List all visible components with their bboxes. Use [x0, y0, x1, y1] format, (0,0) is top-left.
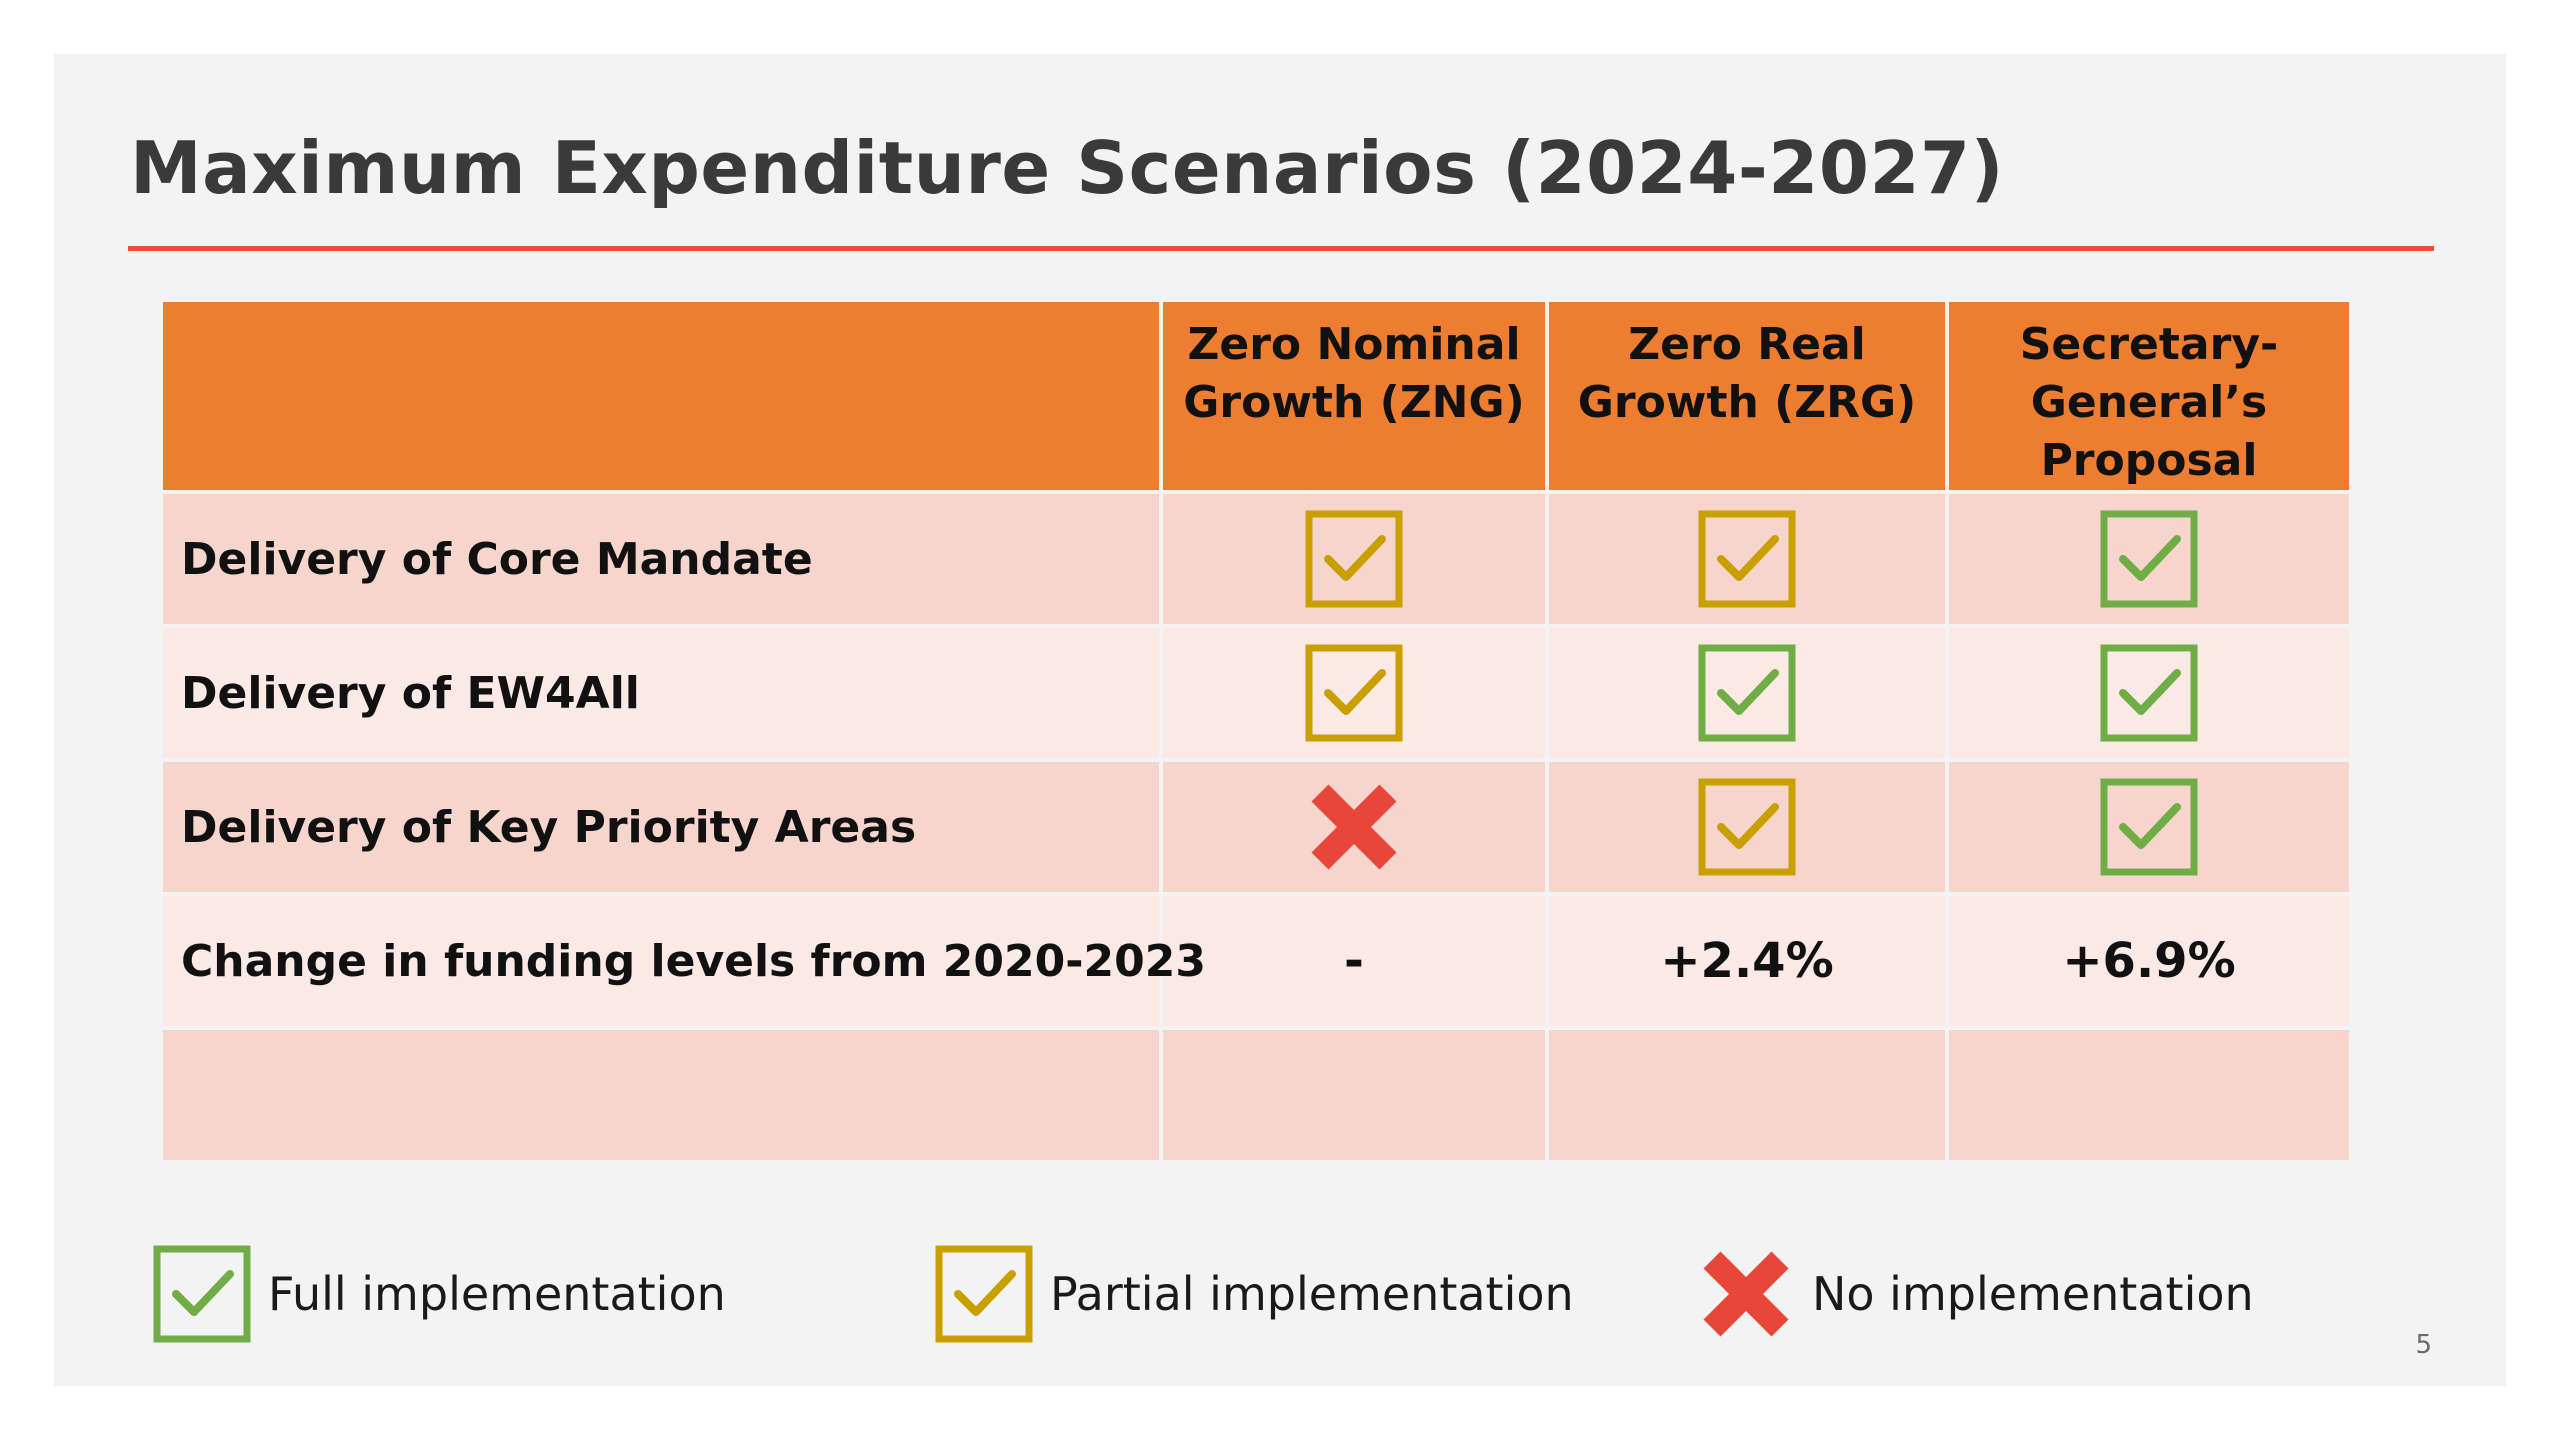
row-label-key-priority-areas: Delivery of Key Priority Areas [163, 762, 1159, 892]
legend: Full implementation Partial implementati… [54, 1244, 2506, 1344]
table-header-row: Zero Nominal Growth (ZNG) Zero Real Grow… [163, 302, 2349, 490]
status-cell [1163, 628, 1545, 758]
table-row: Delivery of EW4All [163, 628, 2349, 758]
scenarios-table-container: Zero Nominal Growth (ZNG) Zero Real Grow… [163, 302, 2349, 1160]
table-row: Delivery of Core Mandate [163, 494, 2349, 624]
header-sg-proposal: Secretary-General’s Proposal [1949, 302, 2349, 490]
legend-item-none: No implementation [1696, 1244, 2254, 1344]
row-label-core-mandate: Delivery of Core Mandate [163, 494, 1159, 624]
table-row-empty [163, 1030, 2349, 1160]
scenarios-table: Zero Nominal Growth (ZNG) Zero Real Grow… [159, 298, 2353, 1164]
status-cell [1549, 494, 1945, 624]
status-cell [1949, 494, 2349, 624]
header-zrg: Zero Real Growth (ZRG) [1549, 302, 1945, 490]
legend-item-full: Full implementation [152, 1244, 726, 1344]
status-cell [1949, 628, 2349, 758]
gold-check-box-icon [1304, 509, 1404, 609]
empty-cell [163, 1030, 1159, 1160]
gold-check-box-icon [1697, 777, 1797, 877]
green-check-box-icon [152, 1244, 252, 1344]
funding-change-zng: - [1163, 896, 1545, 1026]
status-cell [1163, 762, 1545, 892]
legend-label-full: Full implementation [268, 1267, 726, 1321]
green-check-box-icon [2099, 777, 2199, 877]
status-cell [1549, 628, 1945, 758]
table-row: Delivery of Key Priority Areas [163, 762, 2349, 892]
status-cell [1949, 762, 2349, 892]
legend-label-partial: Partial implementation [1050, 1267, 1574, 1321]
table-row: Change in funding levels from 2020-2023 … [163, 896, 2349, 1026]
funding-change-sg: +6.9% [1949, 896, 2349, 1026]
page-number: 5 [2415, 1330, 2432, 1360]
green-check-box-icon [2099, 509, 2199, 609]
header-corner-cell [163, 302, 1159, 490]
empty-cell [1949, 1030, 2349, 1160]
row-label-ew4all: Delivery of EW4All [163, 628, 1159, 758]
gold-check-box-icon [1697, 509, 1797, 609]
gold-check-box-icon [934, 1244, 1034, 1344]
empty-cell [1549, 1030, 1945, 1160]
row-label-funding-change: Change in funding levels from 2020-2023 [163, 896, 1206, 1026]
gold-check-box-icon [1304, 643, 1404, 743]
empty-cell [1163, 1030, 1545, 1160]
status-cell [1163, 494, 1545, 624]
slide-title: Maximum Expenditure Scenarios (2024-2027… [130, 126, 2005, 210]
green-check-box-icon [1697, 643, 1797, 743]
funding-change-zrg: +2.4% [1549, 896, 1945, 1026]
red-cross-icon [1696, 1244, 1796, 1344]
legend-item-partial: Partial implementation [934, 1244, 1574, 1344]
legend-label-none: No implementation [1812, 1267, 2254, 1321]
header-zng: Zero Nominal Growth (ZNG) [1163, 302, 1545, 490]
green-check-box-icon [2099, 643, 2199, 743]
red-cross-icon [1304, 777, 1404, 877]
status-cell [1549, 762, 1945, 892]
title-divider [128, 246, 2434, 251]
slide: Maximum Expenditure Scenarios (2024-2027… [54, 54, 2506, 1386]
